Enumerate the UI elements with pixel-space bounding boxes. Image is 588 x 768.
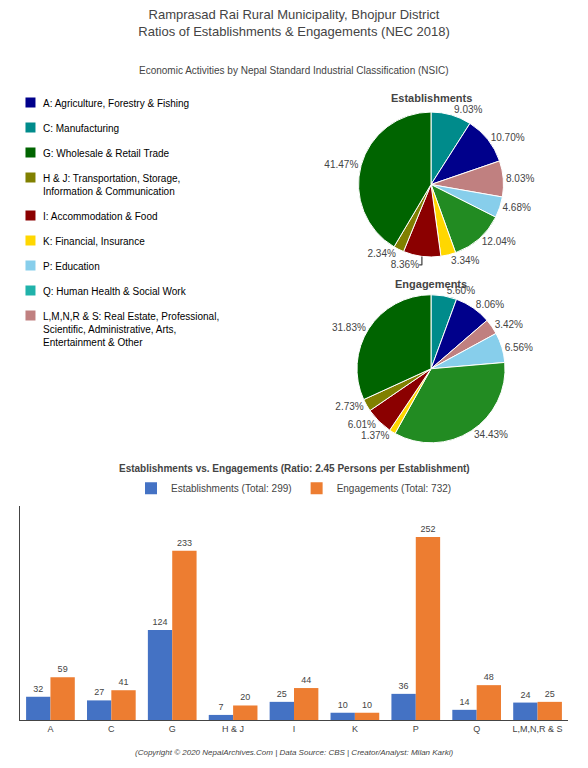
svg-text:4.68%: 4.68% — [503, 202, 531, 213]
svg-text:25: 25 — [277, 689, 287, 699]
svg-text:I: Accommodation & Food: I: Accommodation & Food — [43, 211, 158, 222]
svg-text:252: 252 — [420, 524, 435, 534]
svg-text:31.83%: 31.83% — [332, 322, 366, 333]
svg-text:8.06%: 8.06% — [476, 299, 504, 310]
svg-text:K: K — [352, 724, 358, 734]
svg-text:2.34%: 2.34% — [367, 248, 395, 259]
svg-text:32: 32 — [33, 684, 43, 694]
svg-text:10: 10 — [362, 700, 372, 710]
svg-text:36: 36 — [399, 681, 409, 691]
svg-text:6.01%: 6.01% — [348, 419, 376, 430]
svg-text:Establishments (Total: 299): Establishments (Total: 299) — [171, 483, 292, 494]
svg-text:3.34%: 3.34% — [451, 255, 479, 266]
svg-text:12.04%: 12.04% — [482, 236, 516, 247]
svg-text:P: P — [413, 724, 419, 734]
svg-text:14: 14 — [459, 697, 469, 707]
svg-text:Ramprasad Rai Rural Municipali: Ramprasad Rai Rural Municipality, Bhojpu… — [138, 7, 449, 39]
svg-text:H & J: Transportation, Storage: H & J: Transportation, Storage,Informati… — [43, 173, 180, 197]
svg-text:9.03%: 9.03% — [454, 104, 482, 115]
svg-text:10: 10 — [338, 700, 348, 710]
svg-text:Engagements (Total: 732): Engagements (Total: 732) — [337, 483, 452, 494]
svg-text:A: Agriculture, Forestry & Fis: A: Agriculture, Forestry & Fishing — [43, 98, 189, 109]
svg-text:1.37%: 1.37% — [361, 430, 389, 441]
svg-text:Establishments vs. Engagements: Establishments vs. Engagements (Ratio: 2… — [119, 463, 470, 474]
svg-text:10.70%: 10.70% — [491, 132, 525, 143]
svg-text:G: G — [169, 724, 176, 734]
svg-text:I: I — [293, 724, 296, 734]
svg-text:L,M,N,R & S: L,M,N,R & S — [513, 724, 563, 734]
svg-text:P: Education: P: Education — [43, 261, 100, 272]
svg-text:Q: Q — [473, 724, 480, 734]
svg-text:41.47%: 41.47% — [324, 159, 358, 170]
svg-text:H & J: H & J — [222, 724, 244, 734]
svg-text:G: Wholesale & Retail Trade: G: Wholesale & Retail Trade — [43, 148, 170, 159]
svg-text:A: A — [47, 724, 53, 734]
svg-text:Q: Human Health & Social Work: Q: Human Health & Social Work — [43, 286, 187, 297]
svg-text:7: 7 — [218, 702, 223, 712]
svg-text:Economic Activities by Nepal S: Economic Activities by Nepal Standard In… — [139, 65, 449, 76]
svg-text:59: 59 — [58, 664, 68, 674]
svg-text:3.42%: 3.42% — [495, 319, 523, 330]
svg-text:Engagements: Engagements — [395, 278, 467, 290]
svg-text:24: 24 — [520, 690, 530, 700]
svg-text:233: 233 — [177, 538, 192, 548]
svg-text:34.43%: 34.43% — [474, 429, 508, 440]
svg-text:C: Manufacturing: C: Manufacturing — [43, 123, 119, 134]
svg-text:41: 41 — [119, 677, 129, 687]
svg-text:Establishments: Establishments — [391, 92, 472, 104]
svg-text:5.60%: 5.60% — [447, 285, 475, 296]
svg-text:48: 48 — [484, 672, 494, 682]
svg-text:(Copyright © 2020 NepalArchive: (Copyright © 2020 NepalArchives.Com | Da… — [135, 748, 454, 757]
svg-text:L,M,N,R & S: Real Estate, Prof: L,M,N,R & S: Real Estate, Professional,S… — [43, 311, 219, 348]
svg-text:C: C — [108, 724, 115, 734]
svg-text:20: 20 — [240, 692, 250, 702]
svg-text:25: 25 — [545, 689, 555, 699]
svg-text:6.56%: 6.56% — [505, 342, 533, 353]
svg-text:K: Financial, Insurance: K: Financial, Insurance — [43, 236, 145, 247]
svg-text:8.36%: 8.36% — [391, 259, 419, 270]
svg-text:8.03%: 8.03% — [506, 173, 534, 184]
svg-text:124: 124 — [153, 617, 168, 627]
svg-text:27: 27 — [94, 687, 104, 697]
svg-text:44: 44 — [301, 675, 311, 685]
svg-text:2.73%: 2.73% — [335, 401, 363, 412]
